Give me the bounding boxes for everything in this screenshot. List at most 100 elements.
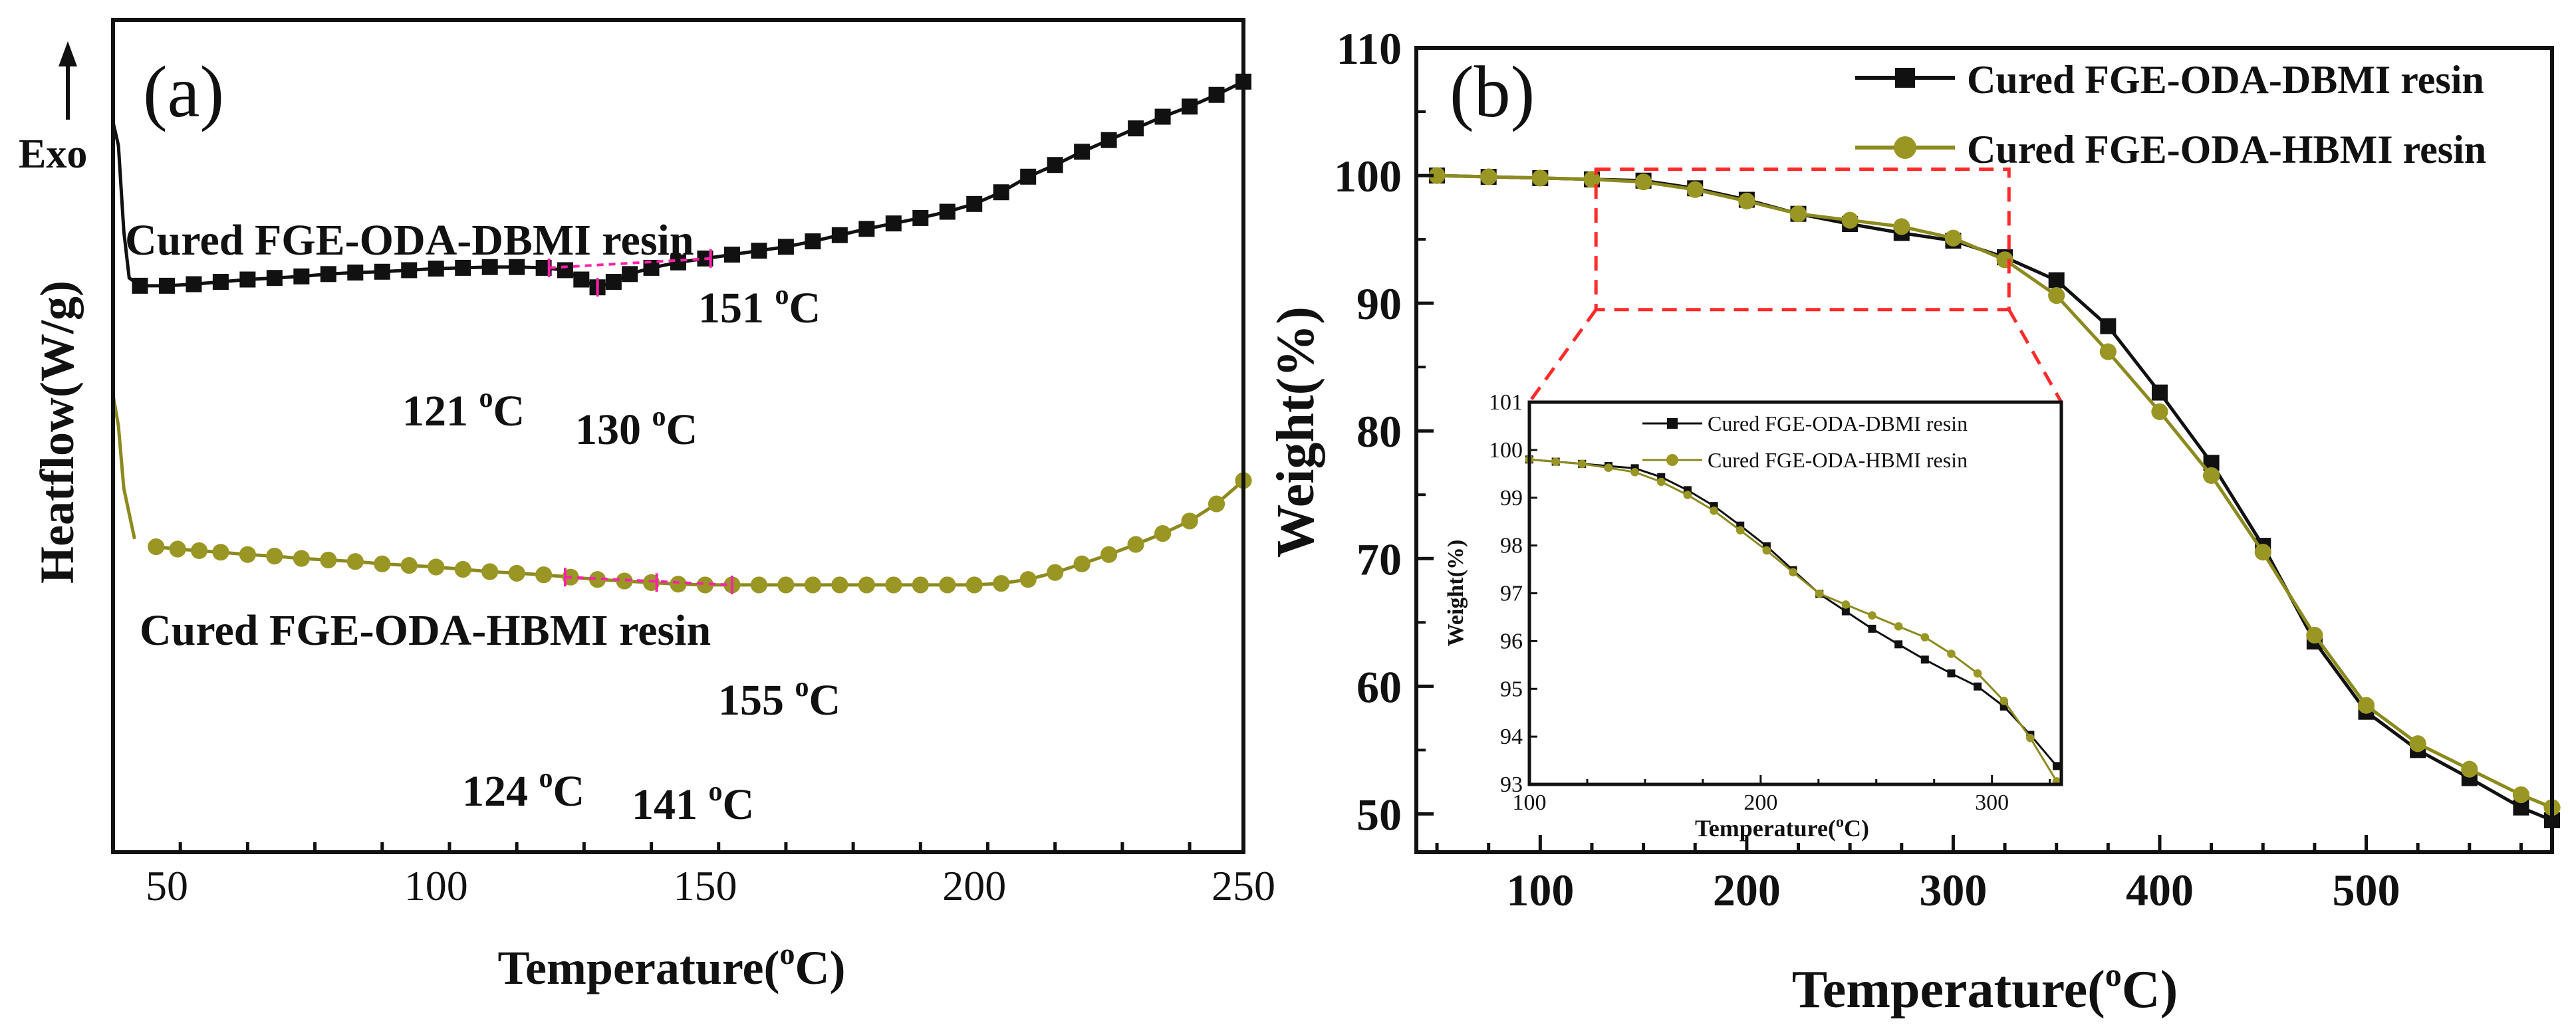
panel-a-series-1-point — [1047, 564, 1064, 581]
inset-series-1-point — [1578, 459, 1587, 469]
panel-a-series-0-point — [912, 209, 929, 226]
panel-b-series-1-point — [2254, 544, 2271, 561]
panel-b-series-1-point — [2048, 287, 2065, 304]
panel-a-series-0-point — [573, 271, 590, 288]
exo-indicator: Exo — [19, 41, 87, 177]
panel-b-series-1-point — [1893, 218, 1910, 235]
panel-b-series-1-point — [2461, 760, 2478, 778]
panel-a-series-1-point — [212, 544, 229, 561]
panel-a-temp-annotation: 121 oC — [402, 383, 525, 435]
temp-unit: C — [553, 767, 585, 816]
panel-b-x-tick-label: 100 — [1506, 865, 1574, 915]
panel-a-series-0-point — [374, 263, 390, 280]
panel-a-curve-label-hbmi: Cured FGE-ODA-HBMI resin — [140, 606, 711, 655]
panel-a-series-0-point — [966, 195, 983, 212]
panel-b-series-0-point — [2048, 272, 2065, 288]
inset-x-tick-label: 100 — [1513, 790, 1547, 815]
panel-a-x-axis-label: Temperature(oC) — [498, 937, 846, 994]
panel-b-series-1-point — [1841, 211, 1859, 229]
panel-a-curve-label-dbmi: Cured FGE-ODA-DBMI resin — [125, 216, 694, 265]
panel-a-series-1-point — [169, 540, 186, 558]
panel-a-series-0-point — [266, 270, 283, 287]
panel-b: 50 60 70 80 90 100 110 100 200 300 400 500 (b) Cure… — [1267, 23, 2561, 1019]
panel-a-series-1-point — [508, 564, 525, 582]
panel-a-series-0-point — [509, 259, 525, 275]
inset-series-0-point — [1841, 607, 1850, 616]
panel-a-series-0-point — [557, 262, 573, 279]
inset-x-axis-label-sup: o — [1836, 814, 1844, 831]
panel-a-series-0-point — [1128, 120, 1144, 137]
panel-b-series-1-point — [1635, 173, 1652, 191]
inset-y-tick-label: 95 — [1500, 677, 1523, 701]
panel-b-y-tick-label: 50 — [1356, 789, 1402, 840]
panel-a-series-1-point — [266, 547, 283, 565]
panel-b-series-1-point — [1738, 192, 1755, 210]
inset-x-tick-label: 200 — [1743, 790, 1777, 815]
panel-a-series-1-point — [148, 538, 165, 556]
inset-series-1-point — [1789, 568, 1797, 577]
panel-a-series-0-point — [993, 184, 1009, 201]
inset-x-axis-label: Temperature(oC) — [1695, 814, 1869, 842]
panel-a-series-1-head — [111, 394, 136, 540]
temp-value: 121 — [402, 387, 479, 435]
panel-a-series-0-point — [1208, 86, 1225, 103]
inset-series-1-point — [1762, 546, 1771, 555]
inset-series-1-point — [1630, 467, 1639, 477]
zoom-connector-left — [1527, 308, 1598, 403]
inset-series-0-point — [1974, 682, 1982, 691]
panel-a-series-0-point — [858, 221, 875, 237]
panel-a-series-0-point — [1100, 132, 1117, 148]
panel-a-series-0-point — [186, 276, 202, 292]
inset-x-axis-label-main: Temperature( — [1695, 815, 1836, 842]
panel-a-x-tick-label: 100 — [404, 862, 468, 909]
panel-a-series-1-point — [858, 576, 875, 594]
panel-a-x-axis-label-end: C) — [795, 941, 845, 994]
panel-a-temp-annotation: 155 oC — [718, 672, 840, 725]
inset-ticks: 93 94 95 96 97 98 99 100 101 100 200 300 — [1489, 390, 2051, 815]
panel-b-legend: Cured FGE-ODA-DBMI resin Cured FGE-ODA-H… — [1855, 58, 2486, 172]
panel-b-x-axis-label-main: Temperature( — [1792, 961, 2105, 1019]
panel-b-y-tick-label: 110 — [1337, 23, 1402, 74]
panel-b-y-tick-label: 100 — [1334, 151, 1402, 201]
panel-b-inset: 93 94 95 96 97 98 99 100 101 100 200 300 Cured FGE-… — [1444, 390, 2063, 842]
inset-series-1-point — [1920, 633, 1930, 641]
temp-value: 155 — [718, 676, 795, 725]
panel-a-temp-annotation: 141 oC — [632, 776, 754, 829]
inset-series-1-point — [1656, 477, 1666, 487]
inset-y-tick-label: 93 — [1500, 772, 1523, 797]
panel-a-series-0-point — [158, 277, 175, 294]
inset-legend-marker-hbmi — [1666, 454, 1678, 466]
panel-b-series-1-point — [1944, 229, 1962, 247]
panel-a-x-tick-label: 250 — [1212, 862, 1275, 909]
panel-a-baseline-guide — [565, 576, 733, 586]
panel-a-series-0-point — [132, 277, 148, 294]
panel-a-series-1-point — [1208, 495, 1225, 513]
legend-marker-dbmi — [1895, 68, 1915, 88]
temp-degree: o — [652, 402, 666, 432]
panel-a-series-0-point — [293, 268, 310, 285]
panel-b-ticks: 50 60 70 80 90 100 110 100 200 300 400 500 — [1334, 23, 2523, 915]
panel-a-series-0-point — [1047, 157, 1063, 173]
panel-a-temp-annotation: 124 oC — [462, 763, 584, 816]
panel-a-series-0-point — [670, 254, 686, 271]
panel-a-series-1-point — [1073, 555, 1091, 572]
inset-series-1-point — [1973, 669, 1982, 678]
panel-a-series-1-point — [993, 574, 1010, 592]
panel-b-series-1-point — [1789, 205, 1807, 223]
inset-series-0-point — [1920, 655, 1929, 664]
inset-series-0-point — [2053, 762, 2061, 770]
panel-a-series-1-point — [939, 576, 956, 594]
panel-a: 50 100 150 200 250 (a) Exo Cured FGE-ODA-DBM… — [19, 18, 1275, 994]
panel-b-series-0-point — [2100, 318, 2117, 334]
panel-a-series-1-point — [1127, 536, 1144, 553]
legend-marker-hbmi — [1894, 136, 1916, 159]
panel-b-series-1-point — [2512, 786, 2530, 804]
panel-b-series-1-point — [2409, 735, 2426, 752]
panel-a-series-1-point — [912, 576, 929, 594]
panel-b-y-axis-label: Weight(%) — [1267, 306, 1325, 558]
panel-a-series-1-point — [1154, 524, 1172, 542]
panel-b-x-axis-label-sup: o — [2105, 956, 2122, 993]
panel-a-series-1-point — [346, 553, 364, 570]
